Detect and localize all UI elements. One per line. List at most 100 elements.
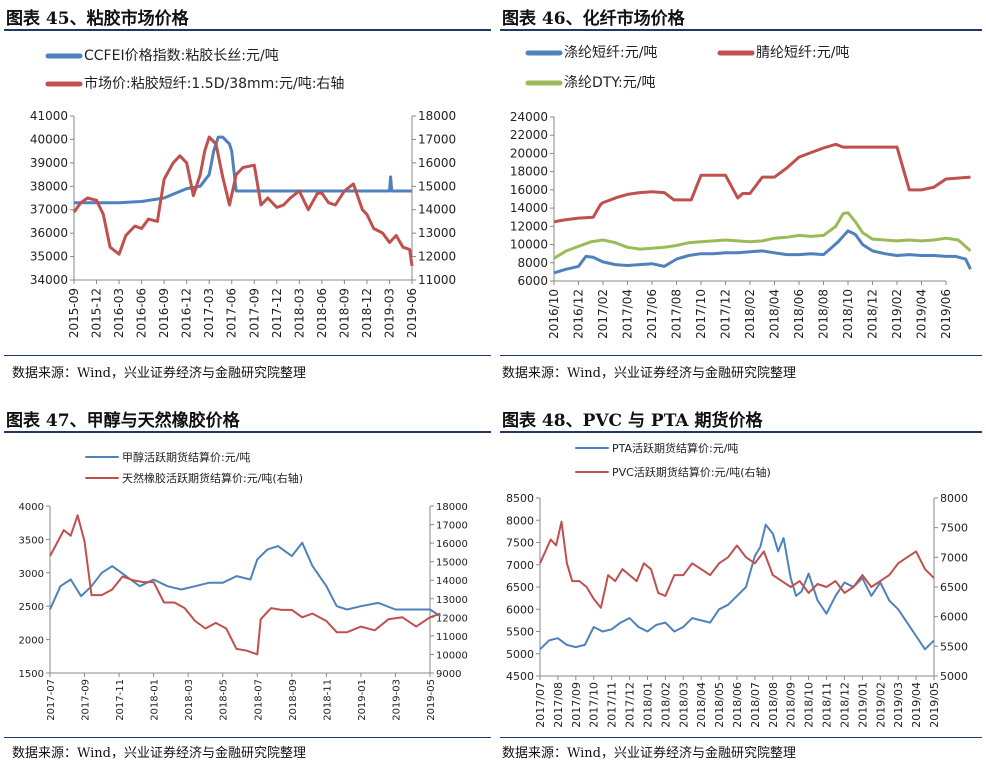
y-tick-label-right: 10000 (436, 650, 468, 661)
y-tick-label: 35000 (30, 250, 68, 264)
y-tick-label-right: 9000 (436, 669, 461, 680)
x-tick-label: 2018/02 (659, 682, 672, 728)
title-divider (500, 29, 982, 31)
x-tick-label: 2018/04 (695, 682, 708, 728)
x-tick-label: 2018-03 (184, 679, 195, 721)
y-tick-label-right: 7500 (940, 522, 968, 535)
y-tick-label: 20000 (510, 146, 548, 160)
x-tick-label: 2018/02 (743, 289, 757, 339)
x-tick-label: 2018/12 (838, 682, 851, 728)
x-tick-label: 2017/06 (645, 289, 659, 339)
series-line (539, 520, 935, 609)
panel-title: 图表 48、PVC 与 PTA 期货价格 (502, 411, 763, 431)
legend-label: 涤纶短纤:元/吨 (564, 45, 657, 61)
y-tick-label: 2500 (19, 602, 44, 613)
x-tick-label: 2017/08 (670, 289, 684, 339)
x-tick-label: 2018-11 (322, 679, 333, 721)
y-tick-label: 3500 (19, 535, 44, 546)
y-tick-label: 8500 (506, 492, 534, 505)
x-tick-label: 2018-09 (337, 288, 351, 338)
series-line (553, 211, 972, 260)
x-tick-label: 2017-09 (81, 679, 92, 721)
y-tick-label-right: 13000 (418, 226, 456, 240)
y-tick-label: 6500 (506, 581, 534, 594)
x-tick-label: 2015-09 (67, 288, 81, 338)
y-tick-label-right: 15000 (418, 179, 456, 193)
legend-label: 市场价:粘胶短纤:1.5D/38mm:元/吨:右轴 (84, 75, 344, 92)
source-divider (4, 355, 491, 356)
x-tick-label: 2018/06 (792, 289, 806, 339)
x-tick-label: 2017/04 (621, 289, 635, 339)
title-divider (4, 431, 491, 433)
x-tick-label: 2016/12 (572, 289, 586, 339)
x-tick-label: 2019/02 (874, 682, 887, 728)
x-tick-label: 2018/10 (841, 289, 855, 339)
y-tick-label: 34000 (30, 273, 68, 287)
y-tick-label-right: 11000 (418, 273, 456, 287)
y-tick-label: 36000 (30, 226, 68, 240)
y-tick-label: 16000 (510, 183, 548, 197)
x-tick-label: 2018/10 (803, 682, 816, 728)
source-divider (500, 355, 982, 356)
x-tick-label: 2019/04 (910, 682, 923, 728)
panel-title: 图表 46、化纤市场价格 (502, 9, 685, 29)
y-tick-label: 22000 (510, 128, 548, 142)
x-tick-label: 2017-12 (270, 288, 284, 338)
source-divider (4, 737, 491, 738)
y-tick-label: 8000 (506, 514, 534, 527)
y-tick-label: 37000 (30, 203, 68, 217)
x-tick-label: 2017-07 (46, 679, 57, 721)
y-tick-label: 2000 (19, 636, 44, 647)
x-tick-label: 2018/12 (866, 289, 880, 339)
y-tick-label-right: 12000 (418, 250, 456, 264)
y-tick-label-right: 7000 (940, 551, 968, 564)
y-tick-label: 10000 (510, 238, 548, 252)
x-tick-label: 2016-09 (157, 288, 171, 338)
x-tick-label: 2017/02 (596, 289, 610, 339)
x-tick-label: 2016-03 (112, 288, 126, 338)
y-tick-label: 4500 (506, 670, 534, 683)
y-tick-label-right: 18000 (436, 502, 468, 513)
x-tick-label: 2017/08 (552, 682, 565, 728)
x-tick-label: 2017-03 (202, 288, 216, 338)
x-tick-label: 2016-12 (180, 288, 194, 338)
x-tick-label: 2018/06 (731, 682, 744, 728)
x-tick-label: 2017-09 (247, 288, 261, 338)
y-tick-label: 41000 (30, 109, 68, 123)
x-tick-label: 2017-06 (225, 288, 239, 338)
y-tick-label: 39000 (30, 156, 68, 170)
series-line (74, 135, 412, 205)
x-tick-label: 2018/03 (677, 682, 690, 728)
y-tick-label: 5000 (506, 648, 534, 661)
x-tick-label: 2018/08 (767, 682, 780, 728)
x-tick-label: 2018/05 (713, 682, 726, 728)
y-tick-label-right: 16000 (436, 539, 468, 550)
y-tick-label: 6000 (506, 603, 534, 616)
series-line (49, 541, 441, 618)
x-tick-label: 2019/01 (856, 682, 869, 728)
data-source: 数据来源：Wind，兴业证券经济与金融研究院整理 (12, 746, 306, 761)
series-line (553, 229, 972, 275)
x-tick-label: 2017/11 (606, 682, 619, 728)
x-tick-label: 2019-06 (405, 288, 419, 338)
x-tick-label: 2019-01 (357, 679, 368, 721)
y-tick-label: 7000 (506, 559, 534, 572)
x-tick-label: 2018/07 (749, 682, 762, 728)
x-tick-label: 2018/01 (641, 682, 654, 728)
series-line (72, 135, 414, 267)
x-tick-label: 2016/10 (547, 289, 561, 339)
y-tick-label-right: 12000 (436, 613, 468, 624)
x-tick-label: 2017/09 (570, 682, 583, 728)
x-tick-label: 2016-06 (135, 288, 149, 338)
x-tick-label: 2018/09 (785, 682, 798, 728)
x-tick-label: 2018/11 (821, 682, 834, 728)
legend-label: 涤纶DTY:元/吨 (564, 75, 655, 91)
y-tick-label-right: 8000 (940, 492, 968, 505)
x-tick-label: 2017/10 (588, 682, 601, 728)
y-tick-label: 8000 (517, 256, 548, 270)
y-tick-label-right: 6000 (940, 611, 968, 624)
x-tick-label: 2019-03 (382, 288, 396, 338)
